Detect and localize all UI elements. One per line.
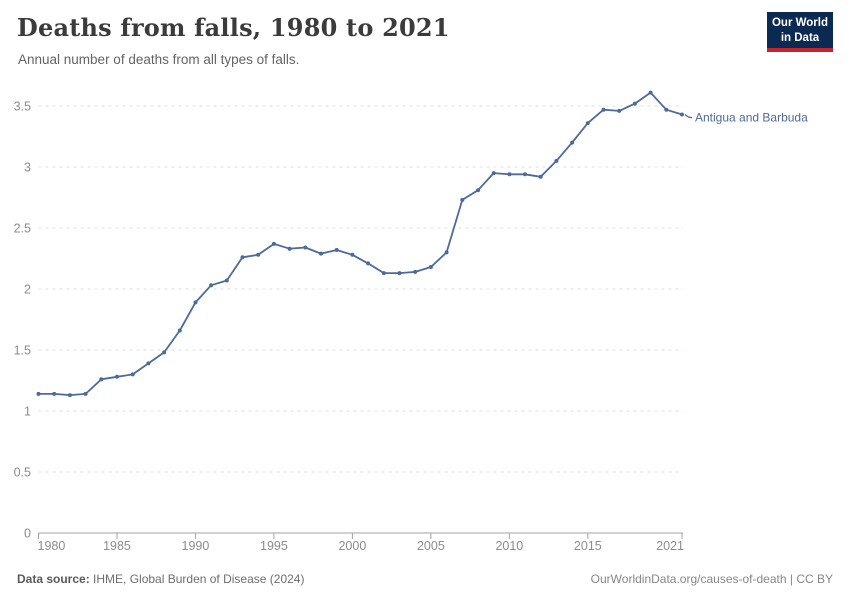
data-source-text: IHME, Global Burden of Disease (2024): [89, 572, 305, 586]
x-tick-label: 2005: [417, 539, 445, 553]
owid-logo-line1: Our World: [771, 17, 828, 29]
data-point[interactable]: [271, 241, 276, 246]
x-tick-label: 1990: [182, 539, 210, 553]
y-tick-label: 2.5: [14, 222, 31, 236]
data-point[interactable]: [130, 372, 135, 377]
y-tick-label: 1.5: [14, 344, 31, 358]
data-point[interactable]: [460, 197, 465, 202]
data-point[interactable]: [538, 174, 543, 179]
data-point[interactable]: [366, 261, 371, 266]
owid-logo-line2: in Data: [780, 31, 820, 44]
data-point[interactable]: [224, 278, 229, 283]
data-point[interactable]: [240, 255, 245, 260]
chart-footer: Data source: IHME, Global Burden of Dise…: [0, 572, 850, 590]
data-point[interactable]: [67, 393, 72, 398]
data-point[interactable]: [146, 361, 151, 366]
data-point[interactable]: [601, 107, 606, 112]
data-point[interactable]: [287, 246, 292, 251]
series-label-connector: [684, 114, 693, 119]
data-point[interactable]: [319, 251, 323, 256]
chart-title: Deaths from falls, 1980 to 2021: [17, 13, 450, 42]
x-tick-label: 2021: [656, 539, 684, 553]
data-point[interactable]: [491, 171, 496, 176]
owid-logo[interactable]: Our World in Data: [767, 12, 833, 53]
y-tick-label: 3.5: [14, 100, 31, 114]
y-tick-label: 0.5: [14, 466, 31, 480]
data-point[interactable]: [381, 271, 386, 276]
data-point[interactable]: [554, 158, 559, 163]
data-point[interactable]: [523, 172, 527, 177]
data-point[interactable]: [664, 107, 669, 112]
series-label[interactable]: Antigua and Barbuda: [695, 111, 808, 125]
y-tick-label: 0: [24, 527, 31, 541]
data-point[interactable]: [428, 265, 433, 269]
data-point[interactable]: [256, 252, 261, 257]
data-point[interactable]: [570, 140, 575, 145]
data-point[interactable]: [115, 374, 119, 379]
y-tick-label: 1: [24, 405, 31, 419]
data-point[interactable]: [507, 172, 512, 177]
x-tick-label: 2015: [574, 539, 602, 553]
data-point[interactable]: [397, 271, 402, 276]
y-tick-label: 3: [24, 161, 31, 175]
data-point[interactable]: [680, 112, 684, 117]
data-point[interactable]: [648, 90, 653, 95]
series-line[interactable]: [37, 91, 683, 396]
x-tick-label: 2000: [338, 539, 366, 553]
data-point[interactable]: [209, 283, 214, 288]
chart-subtitle: Annual number of deaths from all types o…: [18, 52, 300, 67]
data-point[interactable]: [83, 391, 88, 396]
x-tick-label: 1985: [103, 539, 131, 553]
data-point[interactable]: [52, 391, 57, 396]
credit-link[interactable]: OurWorldinData.org/causes-of-death | CC …: [590, 572, 833, 586]
data-point[interactable]: [476, 188, 480, 193]
data-point[interactable]: [177, 328, 182, 333]
data-point[interactable]: [334, 248, 339, 252]
data-point[interactable]: [193, 300, 198, 305]
y-tick-label: 2: [24, 283, 31, 297]
x-tick-label: 1980: [38, 539, 66, 553]
data-point[interactable]: [99, 377, 104, 382]
data-source-label: Data source:: [17, 572, 90, 586]
data-source-note: Data source: IHME, Global Burden of Dise…: [17, 572, 304, 586]
data-point[interactable]: [36, 391, 41, 396]
data-point[interactable]: [444, 250, 449, 255]
data-point[interactable]: [303, 245, 308, 250]
data-point[interactable]: [350, 252, 355, 257]
data-point[interactable]: [162, 350, 167, 355]
x-tick-label: 1995: [260, 539, 288, 553]
data-point[interactable]: [632, 101, 637, 106]
data-point[interactable]: [585, 121, 590, 126]
data-point[interactable]: [413, 269, 418, 274]
data-point[interactable]: [617, 108, 622, 113]
x-tick-label: 2010: [495, 539, 523, 553]
